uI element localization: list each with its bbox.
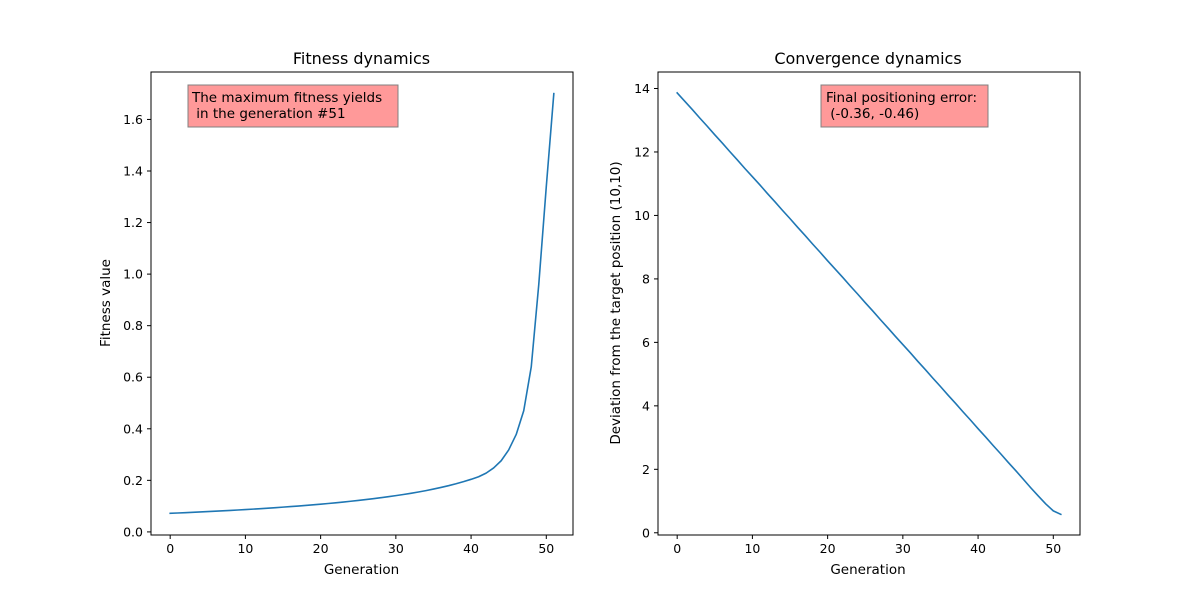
convergence-y-tick-label: 4 <box>642 398 650 413</box>
convergence-annotation: Final positioning error: (-0.36, -0.46) <box>820 84 989 128</box>
convergence-annotation-line-2: (-0.36, -0.46) <box>826 106 919 122</box>
fitness-axes-frame <box>150 71 574 536</box>
fitness-x-tick-label: 20 <box>313 541 329 556</box>
convergence-chart-title: Convergence dynamics <box>774 49 961 68</box>
convergence-y-tick-label: 14 <box>634 81 650 96</box>
fitness-series-line <box>169 92 555 515</box>
fitness-y-tick-label: 0.2 <box>123 473 143 488</box>
convergence-y-tick-label: 10 <box>634 208 650 223</box>
convergence-y-tick-label: 0 <box>642 525 650 540</box>
convergence-axes-frame <box>657 71 1081 536</box>
fitness-y-tick-label: 1.4 <box>123 163 143 178</box>
convergence-y-tick-label: 6 <box>642 335 650 350</box>
convergence-plot-area: 0 10 20 30 40 50 0 2 4 6 8 10 12 14 <box>634 71 1081 556</box>
fitness-y-tick-label: 0.6 <box>123 370 143 385</box>
fitness-annotation-line-1: The maximum fitness yields <box>191 90 382 106</box>
convergence-chart: Convergence dynamics 0 10 20 30 40 50 0 2 4 6 8 10 1… <box>608 49 1081 578</box>
fitness-x-axis-title: Generation <box>324 562 399 578</box>
fitness-y-tick-label: 0.0 <box>123 524 143 539</box>
convergence-x-tick-label: 30 <box>895 541 911 556</box>
convergence-x-tick-label: 10 <box>744 541 760 556</box>
fitness-x-tick-label: 0 <box>166 541 174 556</box>
convergence-x-tick-label: 20 <box>820 541 836 556</box>
fitness-y-tick-label: 1.6 <box>123 112 143 127</box>
convergence-annotation-line-1: Final positioning error: <box>826 90 977 106</box>
fitness-plot-area: 0 10 20 30 40 50 0.0 0.2 0.4 0.6 0.8 1.0 1.2 1.4 1.6 <box>123 71 574 556</box>
convergence-y-tick-label: 12 <box>634 144 650 159</box>
convergence-series-line <box>676 91 1062 516</box>
fitness-x-tick-label: 50 <box>538 541 554 556</box>
fitness-y-tick-label: 1.0 <box>123 267 143 282</box>
fitness-chart: Fitness dynamics 0 10 20 30 40 50 0.0 0.2 0.4 0.6… <box>98 49 574 578</box>
fitness-y-tick-label: 0.8 <box>123 318 143 333</box>
convergence-x-axis-title: Generation <box>830 562 905 578</box>
fitness-annotation-box <box>187 84 399 128</box>
fitness-annotation-line-2: in the generation #51 <box>192 106 346 122</box>
convergence-x-tick-label: 0 <box>673 541 681 556</box>
convergence-annotation-box <box>820 84 989 128</box>
fitness-y-axis-title: Fitness value <box>98 259 114 347</box>
fitness-y-tick-label: 0.4 <box>123 421 143 436</box>
fitness-annotation: The maximum fitness yields in the genera… <box>187 84 399 128</box>
convergence-y-tick-label: 8 <box>642 271 650 286</box>
convergence-x-tick-label: 50 <box>1045 541 1061 556</box>
convergence-x-tick-label: 40 <box>970 541 986 556</box>
fitness-y-tick-label: 1.2 <box>123 215 143 230</box>
fitness-x-tick-label: 40 <box>463 541 479 556</box>
convergence-y-axis-title: Deviation from the target position (10,1… <box>608 161 624 444</box>
convergence-y-tick-label: 2 <box>642 462 650 477</box>
fitness-x-tick-label: 10 <box>237 541 253 556</box>
fitness-x-tick-label: 30 <box>388 541 404 556</box>
fitness-chart-title: Fitness dynamics <box>293 49 430 68</box>
